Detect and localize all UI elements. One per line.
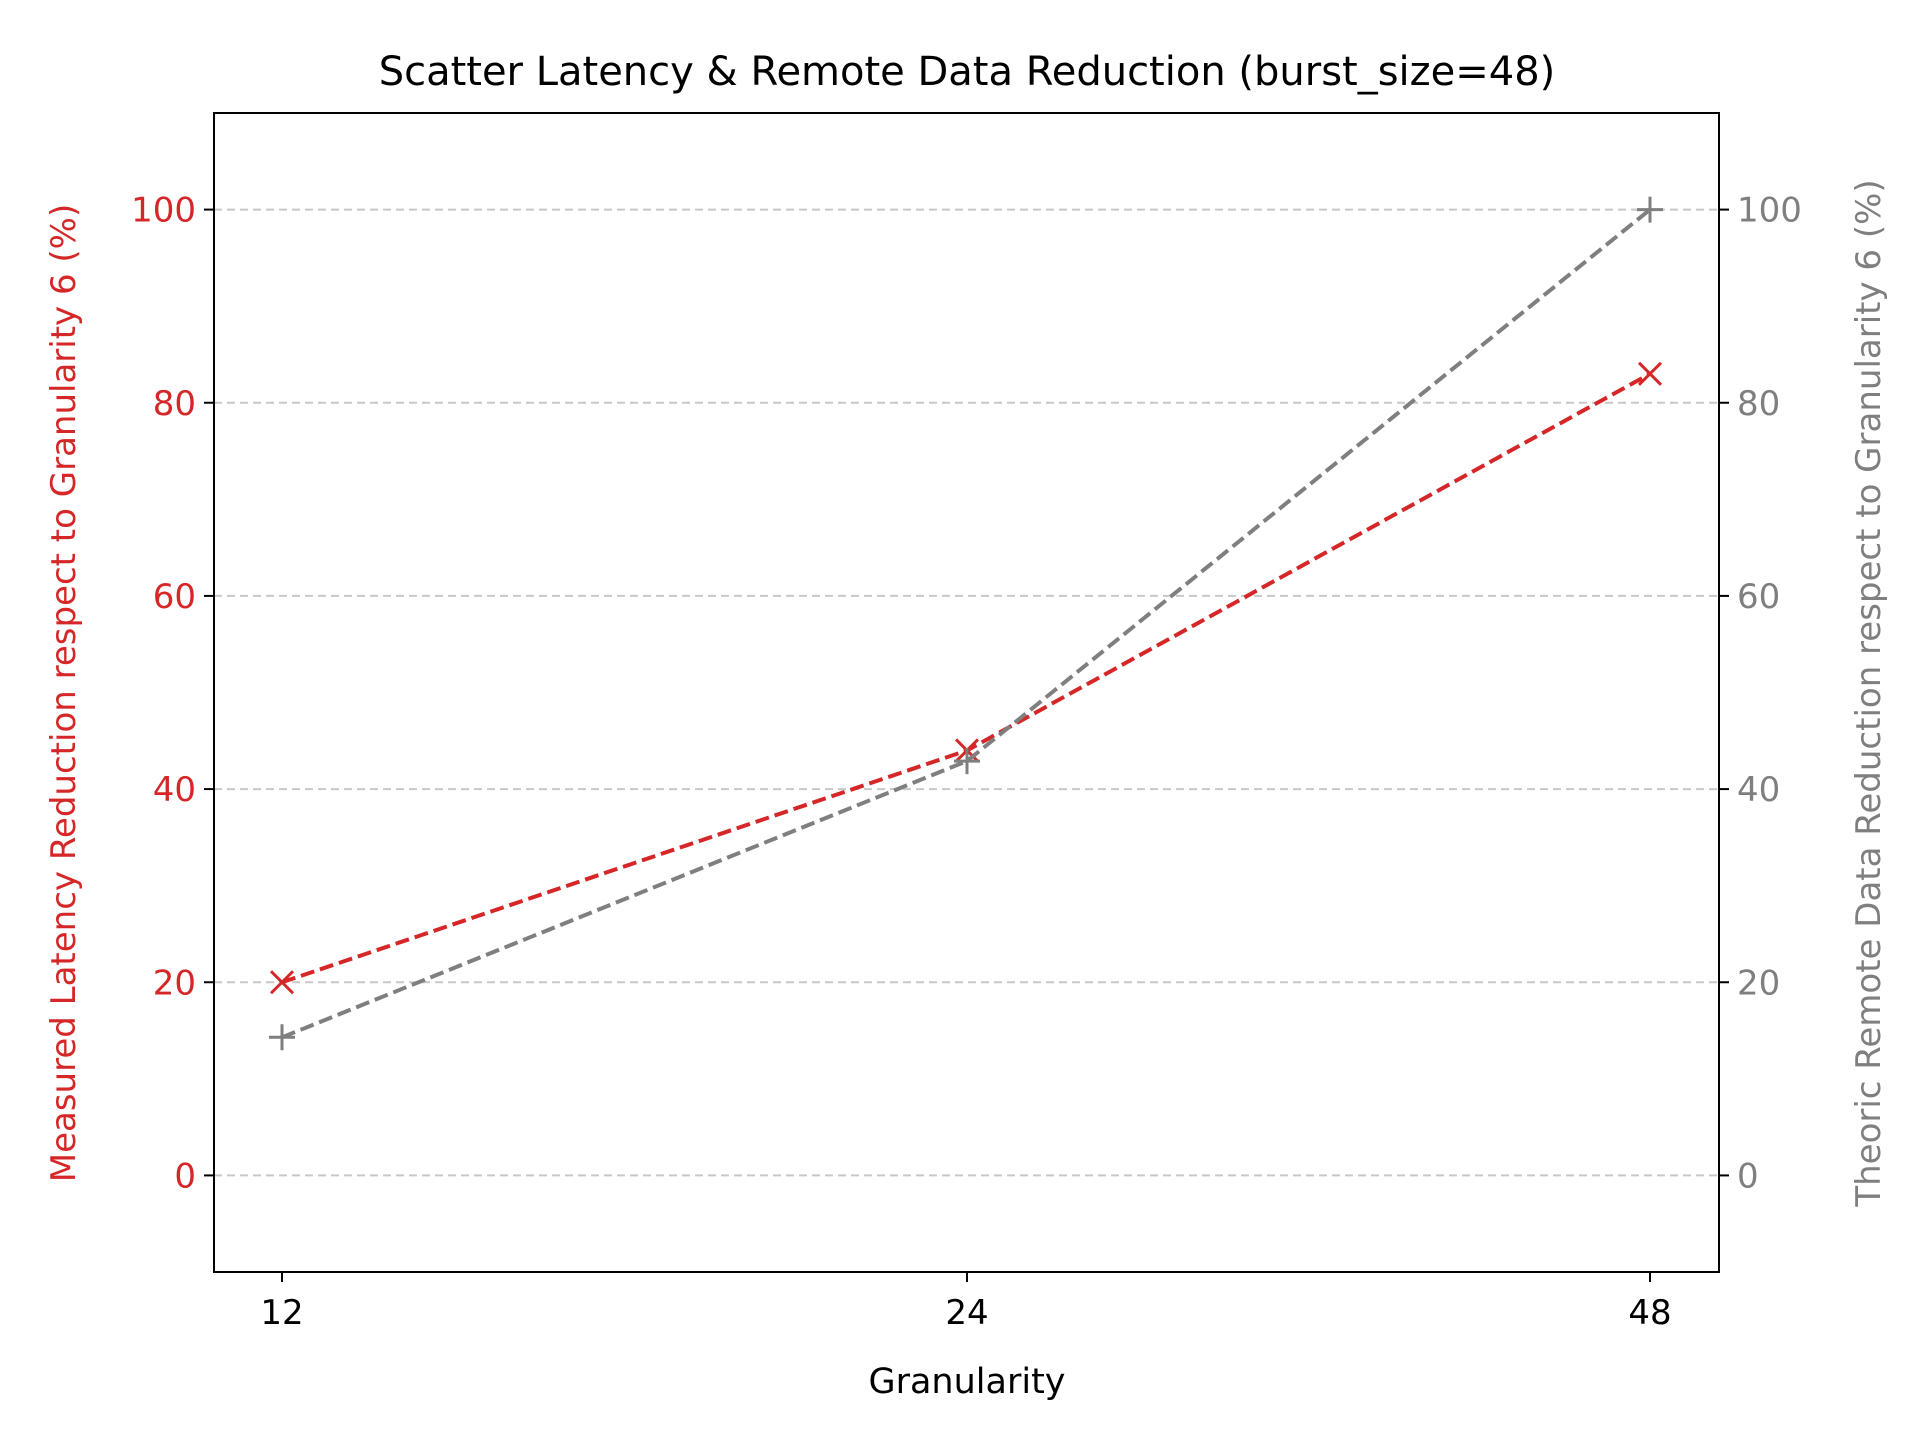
left-y-tick-label: 100: [131, 191, 196, 231]
left-y-axis-label: Measured Latency Reduction respect to Gr…: [44, 204, 84, 1183]
right-y-tick-label: 80: [1737, 384, 1780, 424]
series-2-point: [1637, 196, 1663, 223]
x-tick-label: 48: [1628, 1293, 1671, 1333]
series-1-point: [269, 970, 295, 995]
left-y-tick-label: 40: [153, 770, 196, 810]
right-y-tick-label: 20: [1737, 963, 1780, 1003]
left-y-tick-label: 20: [153, 963, 196, 1003]
x-axis-label: Granularity: [868, 1362, 1065, 1402]
series-2-line: [281, 208, 1652, 1040]
x-tick-label: 12: [260, 1293, 303, 1333]
x-tick-label: 24: [945, 1293, 988, 1333]
right-y-tick-label: 0: [1737, 1156, 1759, 1196]
series-2-point: [269, 1024, 295, 1051]
right-y-axis-label: Theoric Remote Data Reduction respect to…: [1849, 179, 1889, 1207]
plot-frame: [213, 112, 1720, 1273]
left-y-tick-label: 0: [174, 1156, 196, 1196]
right-y-tick-label: 40: [1737, 770, 1780, 810]
left-y-tick-label: 80: [153, 384, 196, 424]
series-1-line: [281, 372, 1651, 985]
right-y-tick-label: 100: [1737, 191, 1802, 231]
series-2-point: [954, 748, 980, 775]
right-y-tick-label: 60: [1737, 577, 1780, 617]
left-y-tick-label: 60: [153, 577, 196, 617]
chart-title: Scatter Latency & Remote Data Reduction …: [379, 49, 1556, 95]
series-1-point: [1637, 361, 1663, 386]
plot-area: 0 0 20 20 40 40 60 60 80 80 100 100 12 24 48: [131, 112, 1802, 1333]
